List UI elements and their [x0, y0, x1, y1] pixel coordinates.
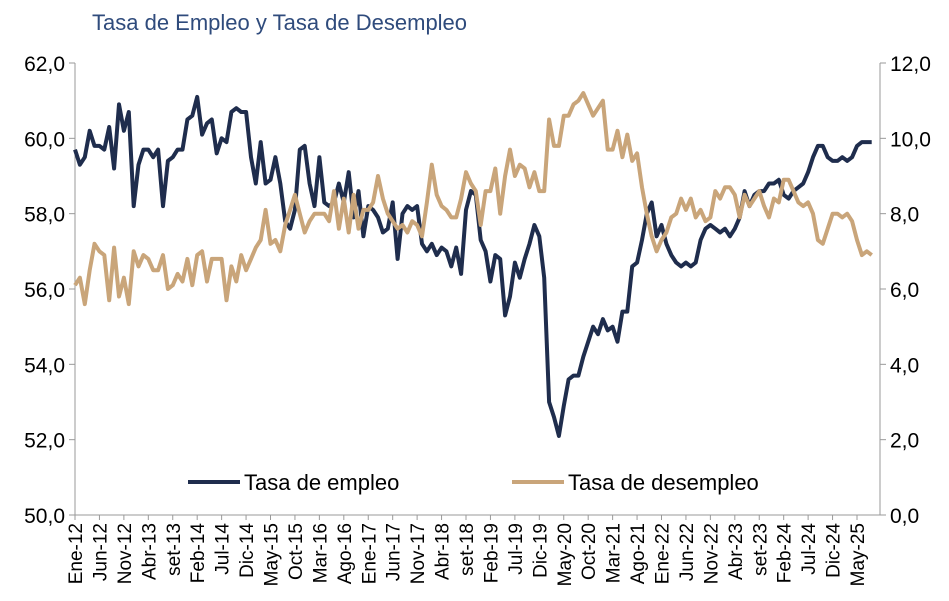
x-tick-label: Ene-22 — [653, 523, 674, 584]
y2-tick-label: 0,0 — [890, 505, 919, 528]
x-tick-label: Oct-20 — [579, 523, 600, 580]
x-tick-label: Jun-12 — [90, 523, 111, 581]
x-tick-label: Nov-22 — [701, 523, 722, 584]
x-tick-label: Ene-12 — [66, 523, 87, 584]
y-tick-label: 60,0 — [24, 128, 65, 151]
x-tick-label: Nov-12 — [115, 523, 136, 584]
x-tick-label: set-13 — [164, 523, 185, 576]
series-line — [73, 91, 873, 307]
x-tick-label: May-20 — [555, 523, 576, 586]
x-tick-label: Abr-13 — [139, 523, 160, 580]
x-tick-label: Abr-18 — [433, 523, 454, 580]
x-tick-label: Jul-14 — [213, 523, 234, 575]
chart-title: Tasa de Empleo y Tasa de Desempleo — [92, 10, 467, 35]
y-tick-label: 58,0 — [24, 204, 65, 227]
y2-tick-label: 12,0 — [890, 53, 931, 76]
x-tick-label: Feb-24 — [775, 523, 796, 584]
x-tick-label: Abr-23 — [726, 523, 747, 580]
y-tick-label: 56,0 — [24, 279, 65, 302]
legend-label: Tasa de desempleo — [568, 470, 759, 495]
x-tick-label: Ago-21 — [628, 523, 649, 584]
x-tick-label: Jun-22 — [677, 523, 698, 581]
x-tick-label: Nov-17 — [408, 523, 429, 584]
x-tick-label: May-15 — [262, 523, 283, 586]
y2-tick-label: 6,0 — [890, 279, 919, 302]
x-tick-label: May-25 — [848, 523, 869, 586]
x-tick-label: Ago-16 — [335, 523, 356, 584]
y2-tick-label: 2,0 — [890, 430, 919, 453]
x-tick-label: Mar-21 — [604, 523, 625, 583]
x-tick-label: Feb-14 — [188, 523, 209, 584]
x-tick-label: Dic-19 — [530, 523, 551, 578]
x-tick-label: Dic-14 — [237, 523, 258, 578]
x-tick-label: Oct-15 — [286, 523, 307, 580]
y-tick-label: 52,0 — [24, 430, 65, 453]
y2-tick-label: 8,0 — [890, 204, 919, 227]
x-tick-label: Jun-17 — [384, 523, 405, 581]
legend-label: Tasa de empleo — [244, 470, 399, 495]
y2-tick-label: 10,0 — [890, 128, 931, 151]
y-tick-label: 50,0 — [24, 505, 65, 528]
x-tick-label: set-23 — [750, 523, 771, 576]
x-tick-label: Jul-19 — [506, 523, 527, 575]
x-tick-label: Ene-17 — [359, 523, 380, 584]
x-tick-label: Jul-24 — [799, 523, 820, 575]
x-tick-label: Mar-16 — [310, 523, 331, 583]
x-tick-label: set-18 — [457, 523, 478, 576]
x-tick-label: Feb-19 — [481, 523, 502, 583]
x-tick-label: Dic-24 — [824, 523, 845, 578]
y-tick-label: 54,0 — [24, 354, 65, 377]
y2-tick-label: 4,0 — [890, 354, 919, 377]
y-tick-label: 62,0 — [24, 53, 65, 76]
series-line — [73, 94, 872, 438]
